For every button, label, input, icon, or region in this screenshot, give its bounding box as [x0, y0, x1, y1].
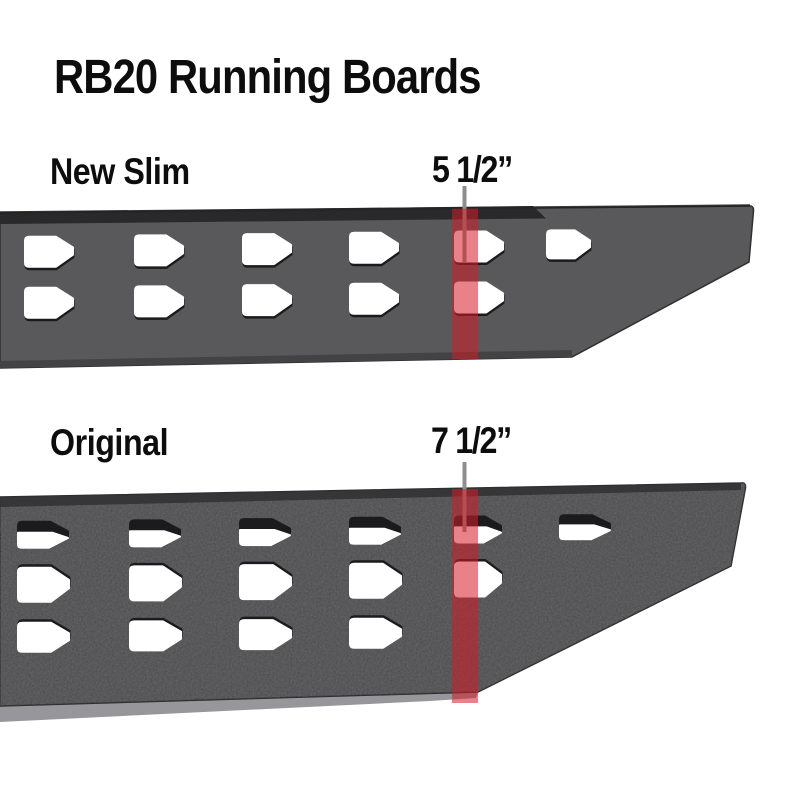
board-label-new-slim: New Slim [50, 151, 190, 192]
measurement-value-new-slim: 5 1/2” [432, 149, 513, 190]
new-slim-board-image [0, 186, 755, 369]
page-title: RB20 Running Boards [54, 51, 481, 104]
board-top-edge [0, 483, 741, 507]
board-label-original: Original [50, 422, 169, 463]
measurement-value-original: 7 1/2” [431, 420, 512, 461]
measurement-highlight [452, 206, 478, 360]
board-bottom-edge [0, 350, 572, 368]
measurement-highlight [452, 489, 478, 703]
original-board-image [0, 462, 747, 722]
board-bottom-flange [0, 692, 478, 722]
